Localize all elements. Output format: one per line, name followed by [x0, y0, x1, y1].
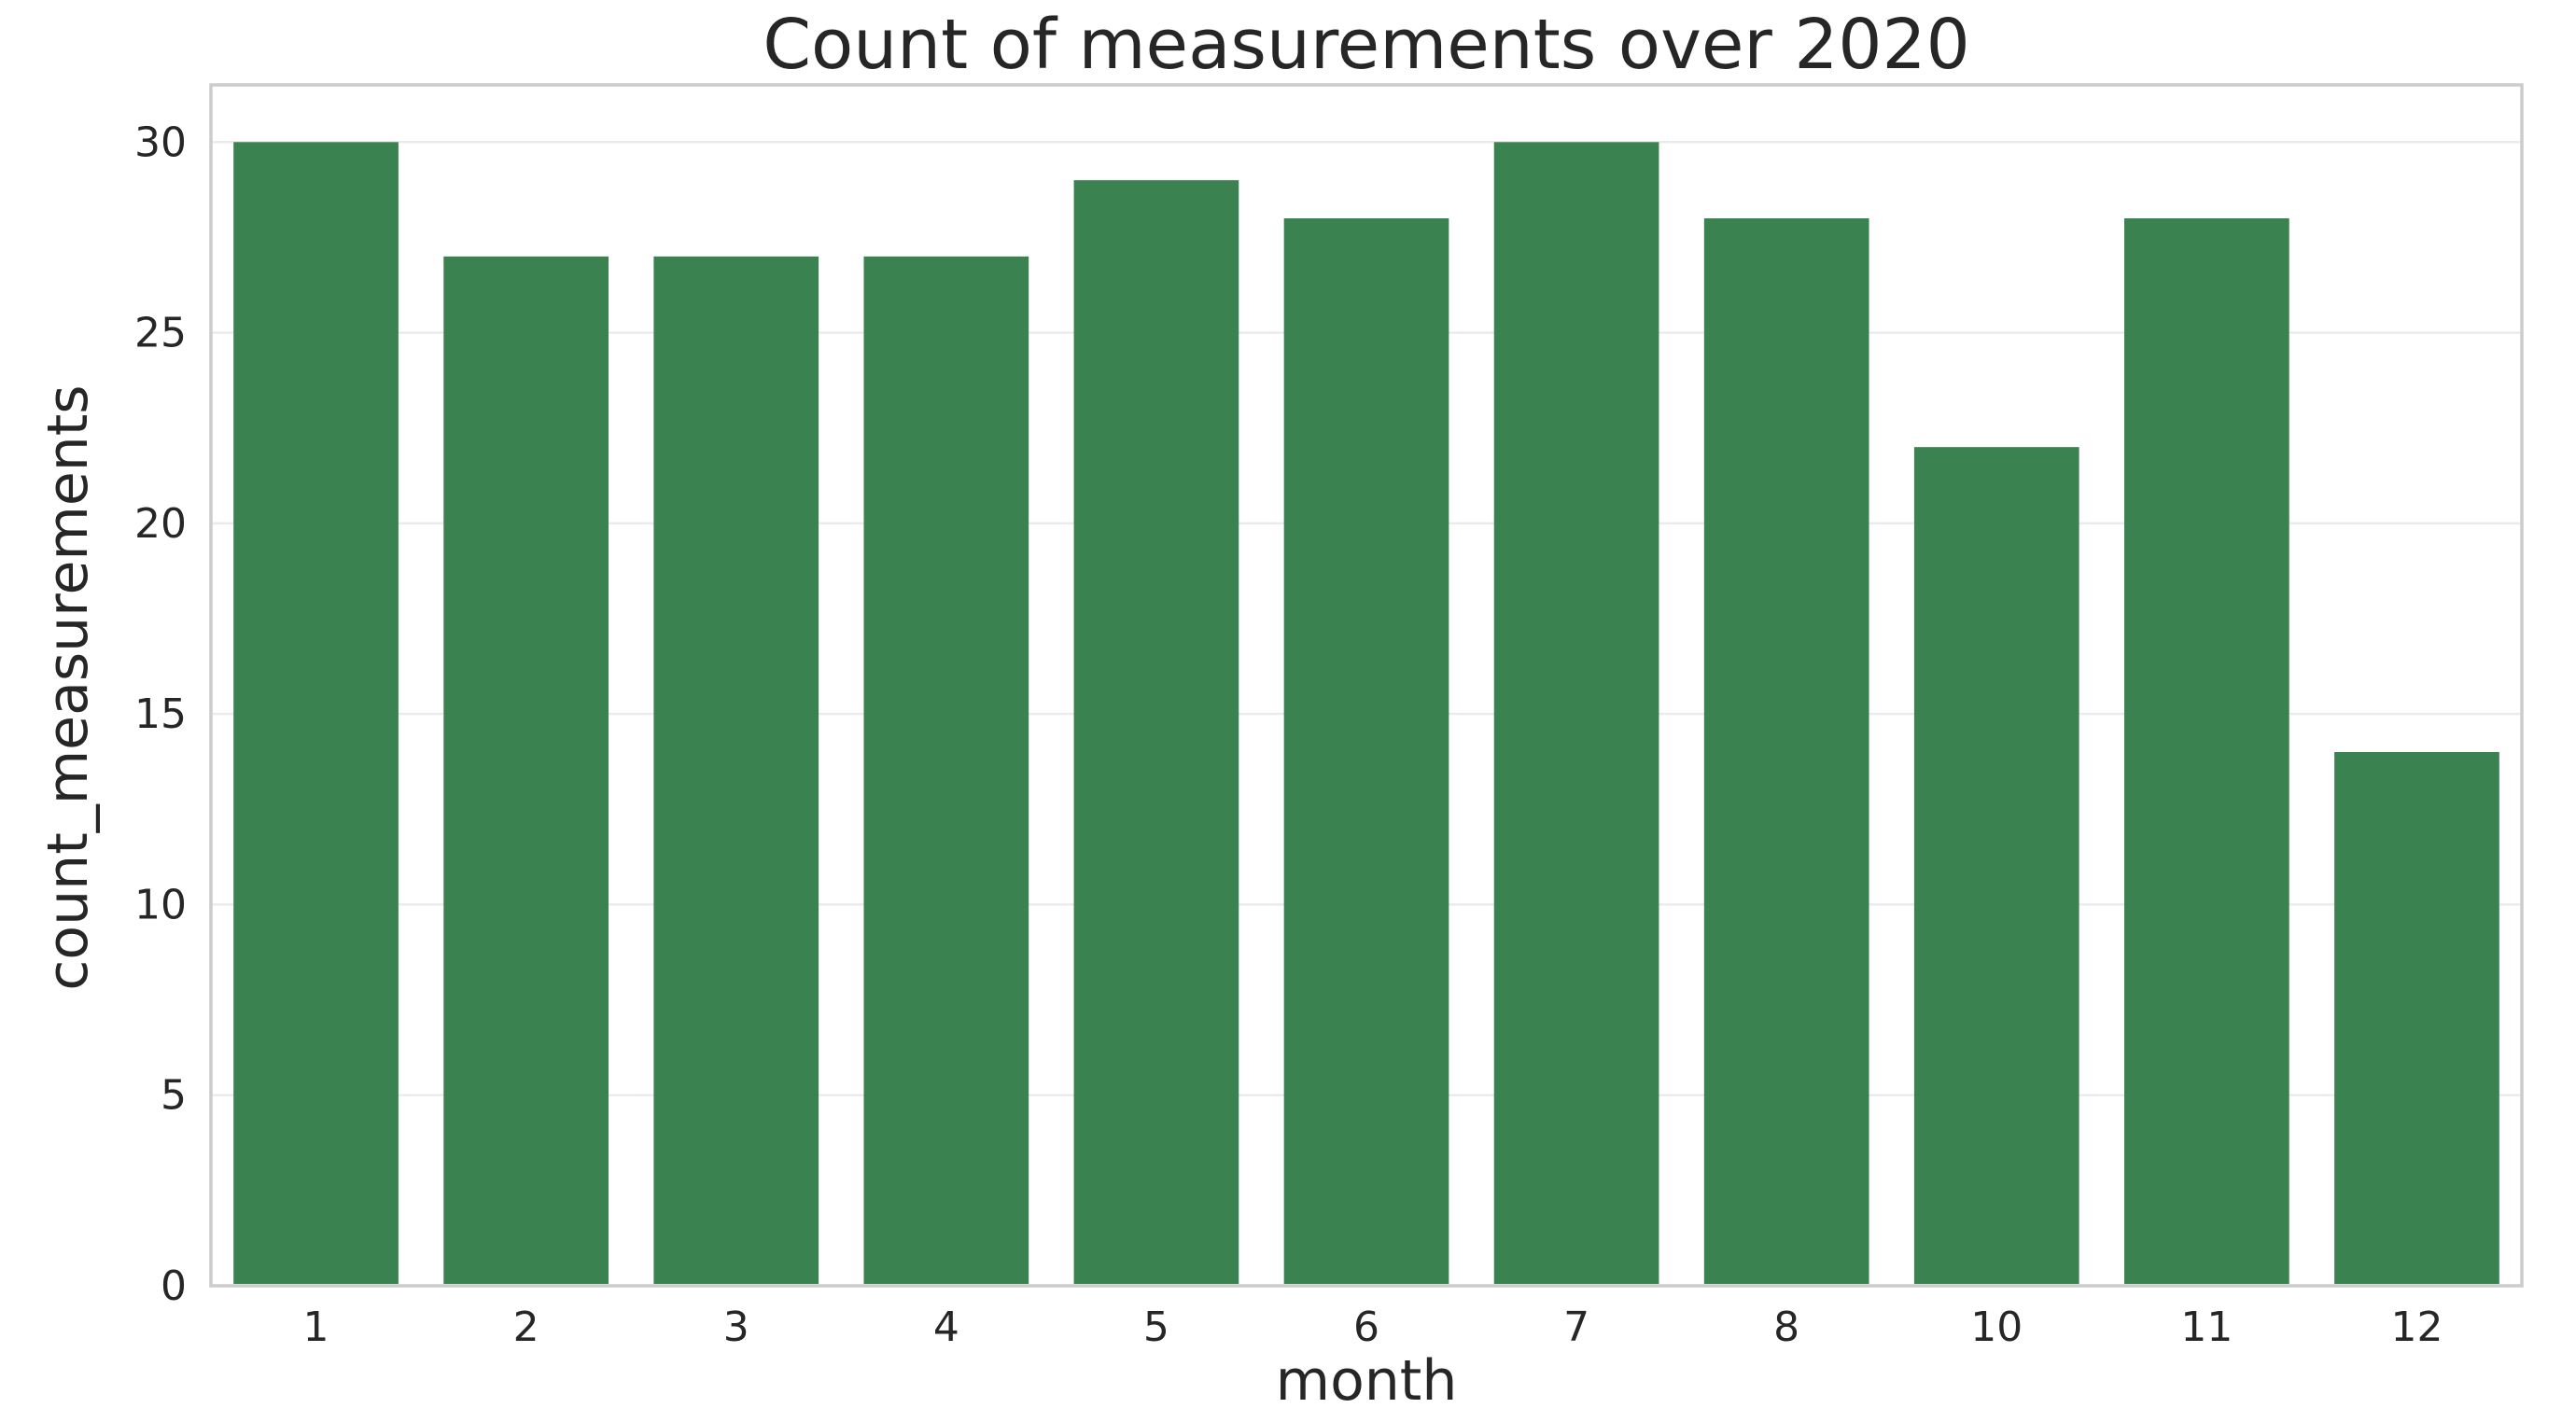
x-tick-label: 10: [1970, 1304, 2023, 1351]
x-tick-label: 6: [1353, 1304, 1379, 1351]
x-tick-label: 12: [2390, 1304, 2443, 1351]
y-tick-label: 25: [134, 310, 187, 357]
bar-month-10: [1913, 447, 2079, 1285]
x-axis-label: month: [1276, 1348, 1458, 1414]
x-tick-label: 3: [723, 1304, 749, 1351]
x-tick-label: 7: [1563, 1304, 1589, 1351]
bar-month-3: [653, 256, 819, 1284]
bar-month-1: [233, 142, 399, 1284]
bar-month-8: [1703, 218, 1869, 1284]
x-tick-label: 5: [1143, 1304, 1169, 1351]
bars: [233, 142, 2499, 1285]
y-tick-label: 15: [134, 690, 187, 738]
bar-month-4: [863, 256, 1029, 1284]
x-tick-label: 2: [513, 1304, 539, 1351]
y-tick-label: 30: [134, 118, 187, 166]
bar-month-5: [1073, 180, 1239, 1285]
y-tick-label: 0: [161, 1262, 187, 1310]
y-axis-ticks: 0 5 10 15 20 25 30: [134, 118, 187, 1310]
chart-title: Count of measurements over 2020: [763, 5, 1969, 85]
y-tick-label: 20: [134, 500, 187, 548]
bar-month-2: [443, 256, 609, 1284]
plot-frame: [209, 83, 2524, 1288]
y-tick-label: 5: [161, 1072, 187, 1120]
x-tick-label: 1: [303, 1304, 329, 1351]
x-tick-label: 4: [933, 1304, 959, 1351]
bar-month-7: [1493, 142, 1659, 1284]
y-axis-label: count_measurements: [35, 384, 101, 990]
x-tick-label: 8: [1773, 1304, 1799, 1351]
x-tick-label: 11: [2180, 1304, 2233, 1351]
bar-month-11: [2124, 218, 2289, 1284]
bar-month-12: [2334, 752, 2499, 1284]
bar-month-6: [1283, 218, 1449, 1284]
x-axis-ticks: 1 2 3 4 5 6 7 8 10 11 12: [303, 1304, 2443, 1351]
y-tick-label: 10: [134, 881, 187, 928]
